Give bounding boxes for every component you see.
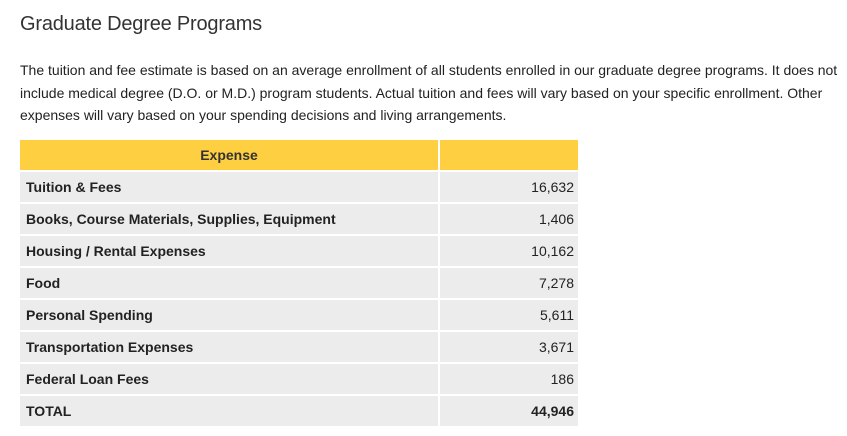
column-header-empty [440, 140, 578, 170]
expense-amount: 16,632 [440, 172, 578, 202]
expense-name: Books, Course Materials, Supplies, Equip… [20, 204, 438, 234]
expense-name: Transportation Expenses [20, 332, 438, 362]
expense-name: Federal Loan Fees [20, 364, 438, 394]
expense-amount: 44,946 [440, 396, 578, 426]
expense-amount: 7,278 [440, 268, 578, 298]
expense-name: Food [20, 268, 438, 298]
expense-amount: 1,406 [440, 204, 578, 234]
expense-name: TOTAL [20, 396, 438, 426]
column-header: Expense [20, 140, 438, 170]
expense-name: Tuition & Fees [20, 172, 438, 202]
page-title: Graduate Degree Programs [20, 13, 262, 35]
expense-amount: 3,671 [440, 332, 578, 362]
expense-name: Personal Spending [20, 300, 438, 330]
expense-amount: 186 [440, 364, 578, 394]
expense-amount: 10,162 [440, 236, 578, 266]
expense-name: Housing / Rental Expenses [20, 236, 438, 266]
expense-amount: 5,611 [440, 300, 578, 330]
intro-text: The tuition and fee estimate is based on… [20, 62, 838, 123]
